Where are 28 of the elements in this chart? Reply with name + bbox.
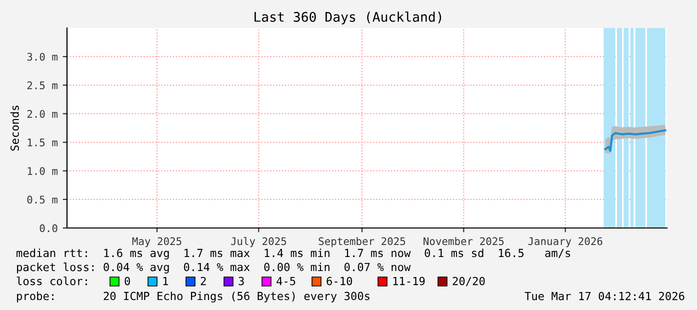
x-tick-label: January 2026 — [528, 237, 602, 248]
text: median rtt: 1.6 ms avg 1.7 ms max 1.4 ms min 1.7 ms now 0.1 ms sd 16.5 am/s — [16, 248, 570, 260]
text: 20/20 — [452, 276, 485, 286]
x-tick-label: May 2025 — [132, 237, 182, 248]
y-tick-label: 0.0 — [40, 224, 58, 232]
text: 11-19 — [393, 276, 425, 286]
text: 4-5 — [276, 276, 296, 286]
text: Tue Mar 17 04:12:41 2026 — [524, 292, 684, 300]
y-tick-label: 3.0 m — [27, 52, 58, 61]
x-tick-label: November 2025 — [424, 237, 504, 246]
y-tick-label: 2.5 m — [27, 81, 58, 90]
text: probe: 20 ICMP Echo Pings (56 Bytes) every 300s — [17, 292, 370, 302]
y-axis-title: Seconds — [10, 106, 19, 151]
text: 1 — [163, 276, 168, 286]
y-tick-label: 0.5 m — [27, 196, 58, 204]
text: packet loss: 0.04 % avg 0.14 % max 0.00 % min 0.07 % now — [17, 262, 411, 274]
text: 2 — [200, 276, 206, 286]
y-tick-label: 2.0 m — [27, 110, 58, 118]
x-tick-label: July 2025 — [231, 237, 286, 248]
text: 0 — [124, 276, 130, 286]
text: loss color: — [16, 276, 87, 286]
text: 3 — [238, 276, 244, 286]
text: 6-10 — [326, 276, 352, 286]
line-series — [604, 129, 666, 152]
x-tick-label: September 2025 — [318, 237, 406, 248]
y-tick-label: 1.0 m — [28, 167, 58, 175]
chart-title: Last 360 Days (Auckland) — [254, 12, 442, 24]
y-tick-label: 1.5 m — [28, 138, 58, 146]
